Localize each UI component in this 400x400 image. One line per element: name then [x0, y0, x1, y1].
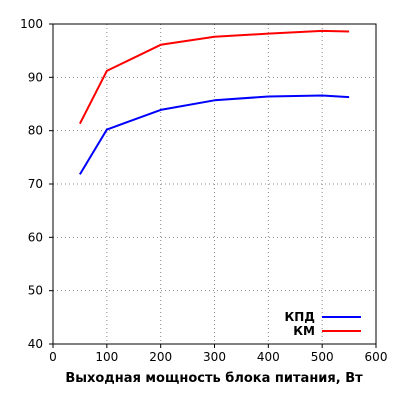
y-tick-label: 80: [28, 124, 43, 138]
y-tick-label: 70: [28, 177, 43, 191]
x-tick-label: 300: [203, 350, 226, 364]
x-axis-label: Выходная мощность блока питания, Вт: [65, 371, 363, 386]
y-tick-label: 50: [28, 284, 43, 298]
x-tick-label: 100: [95, 350, 118, 364]
x-tick-label: 200: [149, 350, 172, 364]
series-line-1: [79, 94, 350, 175]
legend-label: КМ: [293, 324, 315, 338]
x-tick-label: 500: [311, 350, 334, 364]
x-tick-label: 600: [365, 350, 388, 364]
x-axis-ticks: 0 100 200 300 400 500 600: [49, 344, 387, 364]
y-axis-ticks: 40 50 60 70 80 90 100: [20, 17, 53, 351]
x-tick-label: 0: [49, 350, 57, 364]
grid: [53, 24, 376, 344]
y-tick-label: 100: [20, 17, 43, 31]
legend-label: КПД: [284, 310, 315, 324]
y-tick-label: 60: [28, 230, 43, 244]
x-tick-label: 400: [257, 350, 280, 364]
y-tick-label: 40: [28, 337, 43, 351]
series-line-2: [79, 29, 350, 125]
y-tick-label: 90: [28, 70, 43, 84]
series-lines: [79, 29, 350, 175]
